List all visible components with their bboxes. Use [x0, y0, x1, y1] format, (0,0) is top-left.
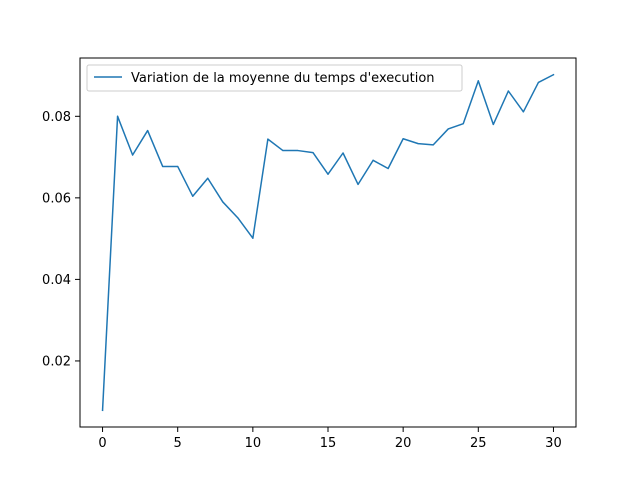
y-tick-label: 0.06 — [42, 191, 71, 206]
data-point — [447, 128, 449, 130]
data-point — [162, 165, 164, 168]
x-tick-label: 15 — [320, 436, 337, 451]
data-point — [132, 154, 134, 156]
plot-area — [101, 73, 555, 412]
x-tick-label: 10 — [245, 436, 262, 451]
data-point — [252, 237, 254, 239]
y-tick-label: 0.08 — [42, 110, 71, 125]
data-point — [192, 195, 194, 197]
data-point — [537, 81, 540, 84]
data-point — [312, 151, 314, 154]
data-point — [267, 138, 269, 140]
data-point — [147, 129, 149, 132]
legend: Variation de la moyenne du temps d'execu… — [86, 64, 463, 92]
x-tick-label: 0 — [98, 436, 106, 451]
data-point — [372, 159, 374, 161]
data-point — [492, 123, 494, 126]
x-axis: 0 5 10 15 20 25 30 — [98, 427, 562, 451]
x-tick-label: 20 — [395, 436, 412, 451]
data-point — [237, 217, 239, 219]
data-point — [342, 152, 344, 154]
data-point — [282, 149, 284, 152]
data-point — [116, 115, 119, 117]
data-point — [462, 123, 464, 125]
data-point — [402, 138, 404, 140]
data-point — [477, 80, 479, 82]
legend-box — [86, 64, 463, 92]
data-point — [507, 90, 509, 92]
data-point — [297, 149, 299, 152]
x-tick-label: 30 — [545, 436, 562, 451]
y-tick-label: 0.02 — [42, 354, 71, 369]
data-point — [387, 167, 389, 170]
data-point — [177, 165, 179, 168]
data-point — [552, 74, 555, 76]
x-tick-label: 25 — [470, 436, 487, 451]
data-point — [207, 177, 209, 179]
data-point — [222, 201, 224, 203]
data-point — [417, 143, 419, 145]
data-point — [522, 111, 524, 113]
axes-frame — [79, 57, 577, 428]
series-line — [101, 73, 555, 412]
data-point — [101, 409, 104, 411]
data-point — [432, 144, 434, 146]
data-point — [327, 173, 329, 175]
legend-label: Variation de la moyenne du temps d'execu… — [131, 71, 435, 86]
data-point — [357, 183, 359, 185]
x-tick-label: 5 — [174, 436, 182, 451]
y-tick-label: 0.04 — [42, 273, 71, 288]
y-axis: 0.02 0.04 0.06 0.08 — [42, 110, 80, 369]
